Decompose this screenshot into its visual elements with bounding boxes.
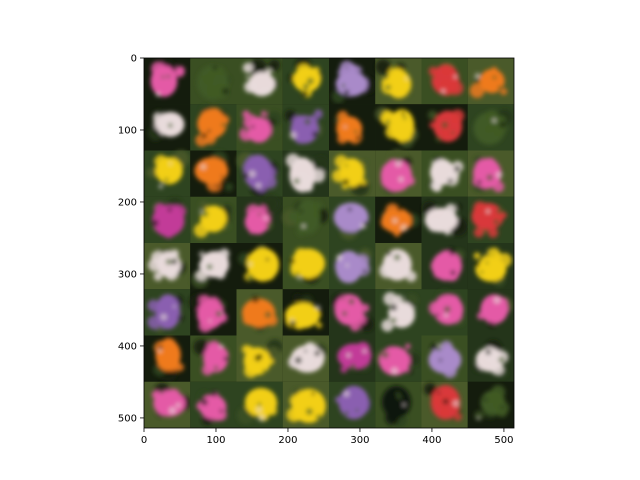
- x-tick-label: 400: [422, 435, 441, 446]
- image-tile: [329, 58, 377, 105]
- image-tile: [375, 149, 422, 197]
- axes-frame: [143, 57, 515, 429]
- image-tile: [282, 104, 329, 151]
- y-tick-label: 500: [118, 413, 137, 424]
- image-tile: [421, 196, 468, 243]
- image-tile: [421, 381, 468, 428]
- x-tick-label: 200: [278, 435, 297, 446]
- image-tile: [421, 104, 468, 151]
- image-tile: [375, 104, 422, 151]
- image-tile: [282, 381, 329, 428]
- image-tile: [236, 381, 283, 428]
- y-tick-label: 200: [118, 197, 137, 208]
- image-tile: [144, 335, 191, 383]
- flower-image-grid: [144, 58, 514, 428]
- y-axis-ticks: 0 100 200 300 400 500: [118, 54, 144, 424]
- image-tile: [467, 381, 514, 428]
- image-tile: [282, 196, 329, 243]
- image-tile: [282, 150, 330, 197]
- image-tile: [282, 289, 329, 336]
- y-tick-label: 0: [131, 54, 137, 65]
- image-tile: [329, 196, 376, 243]
- image-tile: [190, 381, 237, 428]
- image-tile: [236, 150, 283, 197]
- image-tile: [329, 104, 376, 151]
- image-tile: [190, 243, 237, 290]
- x-tick-label: 300: [350, 435, 369, 446]
- image-tile: [329, 150, 376, 197]
- image-tile: [236, 243, 283, 290]
- image-tile: [282, 243, 329, 290]
- image-tile: [375, 243, 422, 290]
- image-tile: [467, 150, 514, 197]
- image-tile: [190, 335, 237, 382]
- image-tile: [236, 58, 283, 105]
- image-tile: [236, 335, 283, 382]
- image-tile: [144, 381, 191, 428]
- image-tile: [375, 381, 422, 428]
- image-tile: [144, 104, 191, 151]
- y-tick-label: 300: [118, 269, 137, 280]
- image-tile: [190, 104, 237, 151]
- image-tile: [329, 335, 376, 382]
- image-tile: [467, 289, 514, 336]
- image-tile: [190, 150, 237, 197]
- image-tile: [282, 58, 329, 105]
- x-tick-label: 0: [141, 435, 147, 446]
- image-tile: [329, 381, 376, 428]
- image-tile: [467, 335, 514, 382]
- x-tick-label: 100: [206, 435, 225, 446]
- image-tile: [375, 335, 422, 382]
- image-tile: [467, 243, 514, 290]
- image-tile: [144, 289, 191, 336]
- image-tile: [421, 58, 468, 105]
- image-tile: [189, 289, 237, 336]
- y-tick-label: 400: [118, 341, 137, 352]
- image-tile: [190, 196, 237, 243]
- image-tile: [144, 196, 191, 243]
- image-tiles: [144, 58, 514, 428]
- y-tick-label: 100: [118, 125, 137, 136]
- x-axis-ticks: 0 100 200 300 400 500: [141, 428, 513, 446]
- image-tile: [375, 58, 422, 105]
- image-tile: [144, 58, 191, 105]
- image-tile: [467, 104, 514, 151]
- image-tile: [144, 243, 191, 290]
- image-tile: [421, 243, 468, 290]
- image-tile: [329, 243, 376, 290]
- image-tile: [421, 335, 468, 382]
- image-tile: [236, 289, 283, 336]
- image-tile: [375, 289, 422, 336]
- image-tile: [467, 196, 514, 243]
- image-tile: [236, 104, 283, 151]
- image-tile: [190, 58, 237, 105]
- image-tile: [467, 58, 514, 105]
- image-tile: [144, 150, 191, 197]
- image-tile: [375, 196, 422, 243]
- image-tile: [282, 335, 329, 382]
- image-tile: [329, 289, 376, 336]
- image-tile: [421, 150, 468, 197]
- image-tile: [421, 289, 468, 336]
- x-tick-label: 500: [494, 435, 513, 446]
- image-tile: [236, 195, 283, 243]
